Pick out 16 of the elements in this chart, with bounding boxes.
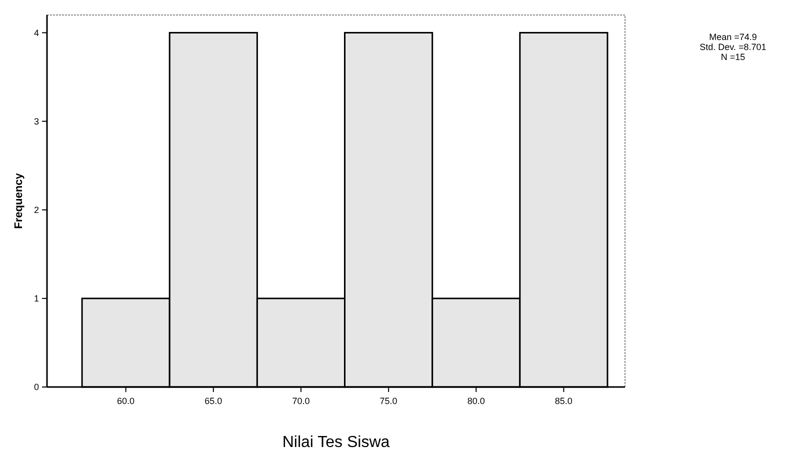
y-tick-label: 2 <box>34 205 39 216</box>
x-tick-label: 60.0 <box>117 396 135 406</box>
text: N =15 <box>720 52 746 62</box>
x-tick-label: 65.0 <box>204 396 222 406</box>
x-tick-label: 80.0 <box>467 396 485 406</box>
y-tick-label: 1 <box>34 294 39 304</box>
x-tick-label: 70.0 <box>292 396 310 406</box>
y-axis-title: Frequency <box>13 172 25 229</box>
text: Std. Dev. =8.701 <box>700 42 766 52</box>
y-tick-label: 0 <box>34 382 39 392</box>
text: Mean =74.9 <box>709 32 757 42</box>
y-tick-label: 3 <box>34 116 39 126</box>
y-tick-label: 4 <box>34 28 39 38</box>
x-tick-label: 85.0 <box>554 396 572 406</box>
x-axis-title: Nilai Tes Siswa <box>282 434 390 451</box>
x-tick-label: 75.0 <box>380 396 398 406</box>
